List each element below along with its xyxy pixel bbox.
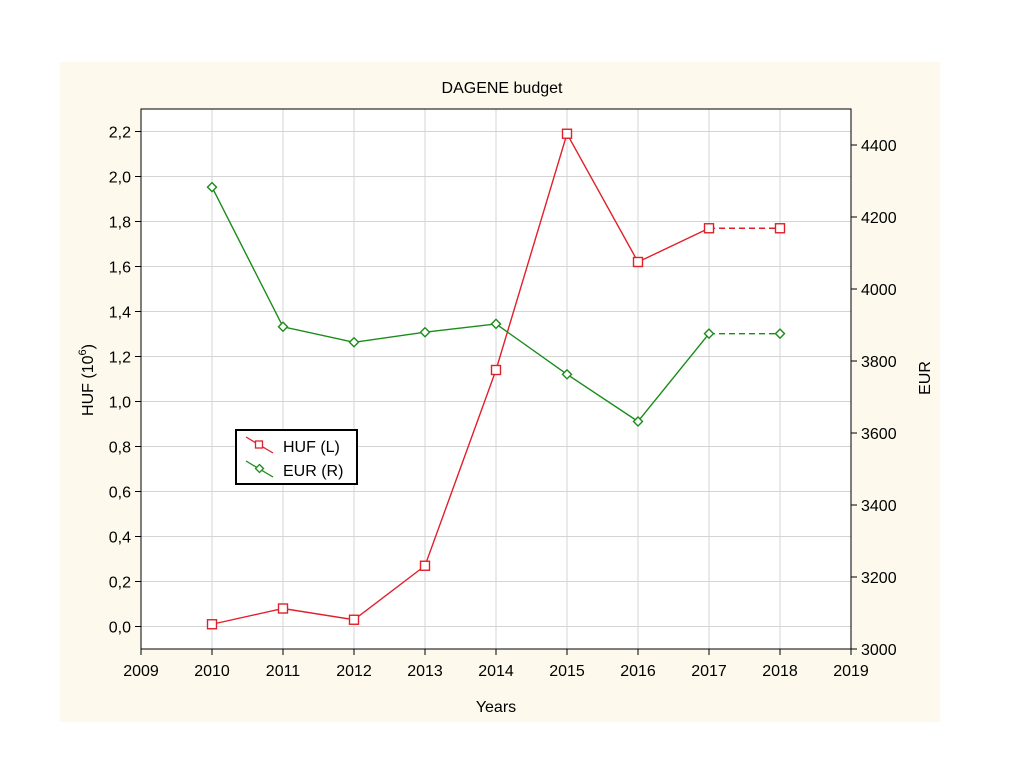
series-line-1 xyxy=(211,186,710,423)
series-point-1 xyxy=(419,326,431,338)
y-right-axis-title: EUR xyxy=(917,361,934,395)
chart-title: DAGENE budget xyxy=(442,80,564,97)
series-point-0 xyxy=(703,223,715,234)
y-left-tick-label: 2,2 xyxy=(109,125,131,142)
y-right-tick-label: 3000 xyxy=(861,642,897,659)
y-right-tick-label: 3400 xyxy=(861,498,897,515)
series-point-1 xyxy=(774,328,786,340)
series-point-0 xyxy=(277,603,289,614)
y-left-tick-label: 1,0 xyxy=(109,395,131,412)
series-point-1 xyxy=(632,415,644,427)
y-left-tick-label: 0,4 xyxy=(109,530,131,547)
series-point-1 xyxy=(490,318,502,330)
series-point-0 xyxy=(632,256,644,268)
legend-label-huf: HUF (L) xyxy=(283,439,340,456)
series-layer xyxy=(206,128,786,630)
x-axis-title: Years xyxy=(476,699,516,716)
y-left-tick-label: 1,8 xyxy=(109,215,131,232)
series-point-0 xyxy=(561,128,573,139)
series-point-1 xyxy=(348,336,360,348)
legend-label-eur: EUR (R) xyxy=(283,463,343,480)
y-left-axis-title-close: ) xyxy=(80,344,97,349)
y-left-tick-label: 0,8 xyxy=(109,440,131,457)
series-point-0 xyxy=(490,364,502,376)
series-point-0 xyxy=(419,560,431,571)
x-tick-label: 2017 xyxy=(691,663,727,680)
y-left-tick-label: 0,2 xyxy=(109,575,131,592)
series-point-0 xyxy=(348,614,360,625)
y-right-tick-label: 3800 xyxy=(861,354,897,371)
y-right-tick-label: 4000 xyxy=(861,282,897,299)
y-left-axis-title: HUF (106) xyxy=(77,344,97,416)
x-tick-label: 2010 xyxy=(194,663,230,680)
y-left-tick-label: 1,2 xyxy=(109,350,131,367)
y-left-tick-label: 1,4 xyxy=(109,305,131,322)
y-left-tick-label: 1,6 xyxy=(109,260,131,277)
series-point-1 xyxy=(277,321,289,333)
series-point-1 xyxy=(703,328,715,340)
x-tick-label: 2018 xyxy=(762,663,798,680)
legend-box xyxy=(235,429,358,485)
y-left-tick-label: 0,6 xyxy=(109,485,131,502)
x-tick-label: 2014 xyxy=(478,663,514,680)
x-tick-label: 2013 xyxy=(407,663,443,680)
y-left-axis-title-base: HUF (10 xyxy=(80,355,97,416)
x-tick-label: 2019 xyxy=(833,663,869,680)
y-left-tick-label: 0,0 xyxy=(109,620,131,637)
y-right-tick-label: 4400 xyxy=(861,138,897,155)
y-left-tick-label: 2,0 xyxy=(109,170,131,187)
legend: HUF (L) EUR (R) xyxy=(235,429,358,485)
y-right-tick-label: 3600 xyxy=(861,426,897,443)
legend-marker-huf xyxy=(254,440,264,449)
series-point-0 xyxy=(774,223,786,234)
series-point-0 xyxy=(206,619,218,630)
grid-layer xyxy=(141,109,851,649)
x-tick-label: 2009 xyxy=(123,663,159,680)
ticks-layer: 2009 2010 2011 2012 2013 2014 2015 2016 2017 2018… xyxy=(109,125,897,681)
x-tick-label: 2011 xyxy=(266,663,301,680)
series-point-1 xyxy=(206,181,218,193)
x-tick-label: 2016 xyxy=(620,663,656,680)
series-point-1 xyxy=(561,368,573,380)
series-line-0 xyxy=(211,131,710,625)
y-left-axis-title-exponent: 6 xyxy=(77,349,89,355)
x-tick-label: 2012 xyxy=(336,663,372,680)
y-right-tick-label: 4200 xyxy=(861,210,897,227)
legend-marker-eur xyxy=(254,463,265,474)
y-right-tick-label: 3200 xyxy=(861,570,897,587)
x-tick-label: 2015 xyxy=(549,663,585,680)
